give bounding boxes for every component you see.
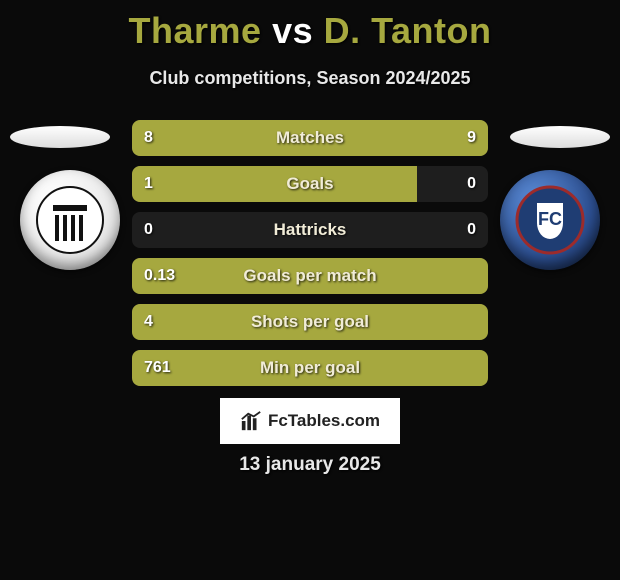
stat-label: Shots per goal xyxy=(132,312,488,332)
stat-row: 0.13Goals per match xyxy=(132,258,488,294)
vs-separator: vs xyxy=(272,10,313,51)
snapshot-date: 13 january 2025 xyxy=(0,454,620,476)
team-badge-right: FC xyxy=(500,170,600,270)
shadow-oval-left xyxy=(10,126,110,148)
stat-label: Matches xyxy=(132,128,488,148)
branding-badge: FcTables.com xyxy=(220,398,400,444)
comparison-title: Tharme vs D. Tanton xyxy=(0,0,620,52)
stat-label: Hattricks xyxy=(132,220,488,240)
stat-row: 10Goals xyxy=(132,166,488,202)
branding-text: FcTables.com xyxy=(268,411,380,431)
team-badge-left xyxy=(20,170,120,270)
stat-bars-container: 89Matches 10Goals 00Hattricks 0.13Goals per… xyxy=(132,120,488,396)
shadow-oval-right xyxy=(510,126,610,148)
player-b-name: D. Tanton xyxy=(324,10,492,51)
grimsby-crest-icon xyxy=(35,185,105,255)
stat-row: 761Min per goal xyxy=(132,350,488,386)
player-a-name: Tharme xyxy=(129,10,262,51)
stat-row: 00Hattricks xyxy=(132,212,488,248)
stat-label: Min per goal xyxy=(132,358,488,378)
fctables-logo-icon xyxy=(240,410,262,432)
season-subtitle: Club competitions, Season 2024/2025 xyxy=(0,68,620,89)
svg-text:FC: FC xyxy=(538,209,562,229)
chesterfield-crest-icon: FC xyxy=(515,185,585,255)
stat-row: 4Shots per goal xyxy=(132,304,488,340)
stat-label: Goals xyxy=(132,174,488,194)
stat-label: Goals per match xyxy=(132,266,488,286)
stat-row: 89Matches xyxy=(132,120,488,156)
